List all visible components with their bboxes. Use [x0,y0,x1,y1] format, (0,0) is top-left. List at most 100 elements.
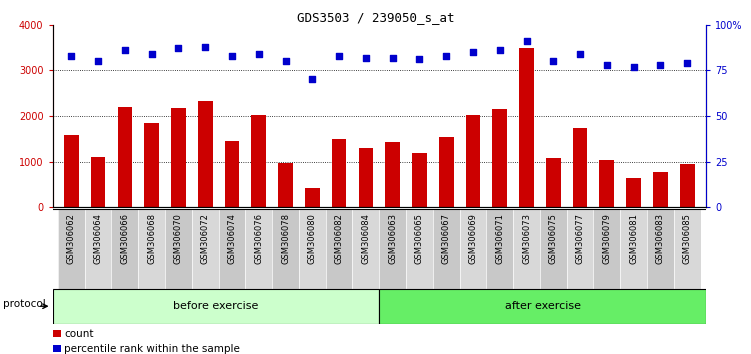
Bar [439,137,454,207]
Bar [466,115,481,207]
Point [654,62,666,68]
Point [681,60,693,66]
Bar [406,209,433,289]
Text: percentile rank within the sample: percentile rank within the sample [64,344,240,354]
Text: GSM306070: GSM306070 [174,213,183,264]
Point [493,47,505,53]
Bar [272,209,299,289]
Text: GSM306069: GSM306069 [469,213,478,264]
Bar [305,188,320,207]
Bar [219,209,246,289]
Point [574,51,586,57]
Text: after exercise: after exercise [505,301,581,311]
Bar [412,153,427,207]
Text: GSM306082: GSM306082 [335,213,344,264]
Bar [352,209,379,289]
Point [199,44,211,50]
Point [387,55,399,61]
Text: GSM306076: GSM306076 [255,213,264,264]
Bar [674,209,701,289]
Bar [379,289,706,324]
Bar [53,330,61,337]
Bar [540,209,567,289]
Point [92,58,104,64]
Text: GSM306077: GSM306077 [575,213,584,264]
Bar [385,142,400,207]
Bar [332,139,346,207]
Bar [246,209,272,289]
Bar [519,47,534,207]
Bar [165,209,192,289]
Bar [299,209,326,289]
Text: GSM306085: GSM306085 [683,213,692,264]
Text: GSM306079: GSM306079 [602,213,611,264]
Text: count: count [64,329,94,338]
Bar [144,123,159,207]
Point [119,47,131,53]
Text: GSM306083: GSM306083 [656,213,665,264]
Point [146,51,158,57]
Text: GSM306075: GSM306075 [549,213,558,264]
Bar [620,209,647,289]
Bar [225,141,240,207]
Bar [326,209,352,289]
Point [467,49,479,55]
Bar [192,209,219,289]
Text: GSM306084: GSM306084 [361,213,370,264]
Bar [647,209,674,289]
Bar [460,209,487,289]
Text: GSM306078: GSM306078 [281,213,290,264]
Bar [573,128,587,207]
Text: protocol: protocol [3,299,45,309]
Bar [85,209,111,289]
Point [306,76,318,82]
Bar [593,209,620,289]
Bar [546,158,561,207]
Point [628,64,640,69]
Text: GSM306067: GSM306067 [442,213,451,264]
Bar [513,209,540,289]
Point [226,53,238,59]
Text: GSM306071: GSM306071 [495,213,504,264]
Point [440,53,452,59]
Bar [626,178,641,207]
Text: GSM306081: GSM306081 [629,213,638,264]
Text: GSM306064: GSM306064 [94,213,103,264]
Bar [138,209,165,289]
Point [65,53,77,59]
Text: GSM306063: GSM306063 [388,213,397,264]
Point [173,46,185,51]
Bar [487,209,513,289]
Bar [198,101,213,207]
Point [601,62,613,68]
Text: GSM306065: GSM306065 [415,213,424,264]
Text: GSM306072: GSM306072 [201,213,210,264]
Text: GSM306073: GSM306073 [522,213,531,264]
Point [413,57,425,62]
Bar [567,209,593,289]
Point [279,58,291,64]
Bar [433,209,460,289]
Bar [379,209,406,289]
Text: GSM306068: GSM306068 [147,213,156,264]
Bar [358,148,373,207]
Bar [53,289,379,324]
Bar [653,172,668,207]
Bar [58,209,85,289]
Bar [252,115,266,207]
Point [360,55,372,61]
Text: GSM306074: GSM306074 [228,213,237,264]
Bar [53,345,61,353]
Bar [117,107,132,207]
Text: GSM306066: GSM306066 [120,213,129,264]
Bar [599,160,614,207]
Point [333,53,345,59]
Point [520,38,532,44]
Text: GSM306080: GSM306080 [308,213,317,264]
Bar [91,157,105,207]
Bar [278,163,293,207]
Text: before exercise: before exercise [173,301,258,311]
Bar [64,135,79,207]
Text: GDS3503 / 239050_s_at: GDS3503 / 239050_s_at [297,11,454,24]
Bar [171,108,185,207]
